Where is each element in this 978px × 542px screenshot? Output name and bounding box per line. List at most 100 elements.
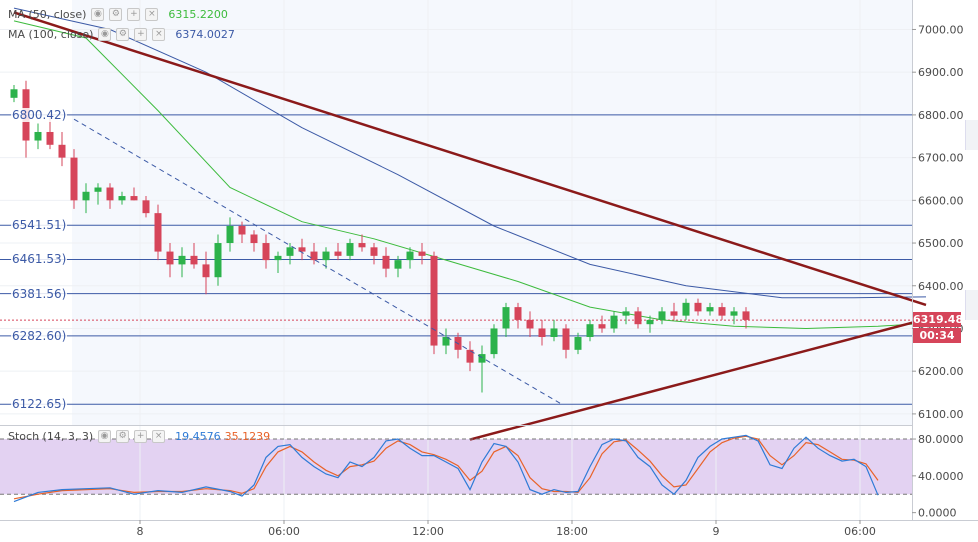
candle-up: [478, 354, 486, 363]
price-tick-label: 6500.00: [918, 237, 964, 250]
eye-icon[interactable]: ◉: [91, 8, 105, 21]
candle-down: [238, 225, 246, 235]
stoch-tick-label: 80.0000: [918, 433, 964, 446]
candle-up: [706, 307, 714, 312]
close-icon[interactable]: ×: [152, 430, 166, 443]
time-tick-label: 18:00: [556, 525, 588, 538]
candle-down: [634, 311, 642, 325]
ma50-line: [13, 20, 927, 330]
candle-up: [586, 324, 594, 338]
candle-up: [118, 196, 126, 201]
candle-up: [10, 89, 18, 98]
candle-down: [526, 319, 534, 329]
price-tick-label: 7000.00: [918, 23, 964, 36]
candle-down: [334, 251, 342, 256]
candle-down: [382, 255, 390, 269]
time-tick-label: 06:00: [268, 525, 300, 538]
price-tick-label: 6800.00: [918, 109, 964, 122]
gear-icon[interactable]: ⚙: [116, 430, 130, 443]
candle-down: [466, 349, 474, 363]
ma50-legend-value: 6315.2200: [168, 8, 228, 21]
candle-down: [250, 234, 258, 244]
candle-up: [214, 243, 222, 278]
candle-up: [34, 131, 42, 141]
stoch-tick-label: 0.0000: [918, 507, 957, 520]
last-price-tag: 6319.48: [913, 312, 964, 328]
candle-up: [490, 328, 498, 355]
price-tick-label: 6400.00: [918, 280, 964, 293]
gear-icon[interactable]: ⚙: [109, 8, 123, 21]
candle-up: [550, 328, 558, 338]
candle-down: [562, 328, 570, 350]
trendline-resistance: [13, 11, 927, 307]
price-tick-label: 6100.00: [918, 408, 964, 421]
candle-down: [154, 213, 162, 252]
stoch-d-value: 35.1239: [224, 430, 271, 443]
ma50-legend: MA (50, close) ◉ ⚙ + × 6315.2200: [8, 8, 228, 21]
candle-up: [622, 311, 630, 316]
candle-down: [418, 251, 426, 256]
scale-handle-bottom[interactable]: [965, 290, 978, 320]
close-icon[interactable]: ×: [152, 28, 166, 41]
candle-down: [262, 243, 270, 261]
scale-handle-top[interactable]: [965, 120, 978, 150]
candle-up: [730, 311, 738, 316]
candle-up: [274, 255, 282, 261]
candle-down: [538, 328, 546, 338]
candle-down: [514, 307, 522, 320]
candle-down: [670, 311, 678, 316]
add-icon[interactable]: +: [134, 28, 148, 41]
candle-down: [190, 255, 198, 265]
candle-down: [694, 302, 702, 312]
candle-down: [742, 311, 750, 320]
trendline-projection: [73, 118, 561, 404]
candle-down: [430, 255, 438, 346]
add-icon[interactable]: +: [134, 430, 148, 443]
level-label: 6541.51): [11, 218, 68, 233]
candle-down: [142, 200, 150, 214]
candle-down: [70, 157, 78, 201]
candle-up: [442, 337, 450, 346]
candle-down: [310, 251, 318, 261]
candle-down: [202, 264, 210, 278]
candle-up: [322, 251, 330, 261]
time-tick-label: 06:00: [844, 525, 876, 538]
candle-up: [178, 255, 186, 265]
stoch-legend-label: Stoch (14, 3, 3): [8, 430, 94, 443]
candle-down: [58, 144, 66, 158]
candle-down: [46, 131, 54, 145]
pre-range-area: [0, 0, 72, 425]
ma100-line: [13, 7, 927, 299]
candle-up: [502, 307, 510, 329]
stoch-k-line: [13, 434, 879, 503]
ma100-legend-label: MA (100, close): [8, 28, 94, 41]
gear-icon[interactable]: ⚙: [116, 28, 130, 41]
close-icon[interactable]: ×: [145, 8, 159, 21]
candle-up: [226, 225, 234, 244]
price-tick-label: 6900.00: [918, 66, 964, 79]
ma100-legend: MA (100, close) ◉ ⚙ + × 6374.0027: [8, 28, 235, 41]
candle-up: [646, 319, 654, 325]
level-label: 6122.65): [11, 397, 68, 412]
eye-icon[interactable]: ◉: [98, 28, 112, 41]
time-tick-label: 12:00: [412, 525, 444, 538]
range-highlight: [72, 0, 912, 425]
candle-down: [130, 196, 138, 201]
eye-icon[interactable]: ◉: [98, 430, 112, 443]
candle-down: [298, 247, 306, 252]
ma50-legend-label: MA (50, close): [8, 8, 87, 21]
candle-up: [82, 191, 90, 201]
stoch-tick-label: 40.0000: [918, 470, 964, 483]
stoch-band: [0, 439, 912, 495]
candle-up: [658, 311, 666, 320]
countdown-tag: 00:34: [913, 328, 961, 344]
candle-up: [346, 243, 354, 256]
add-icon[interactable]: +: [127, 8, 141, 21]
candle-up: [94, 187, 102, 192]
candle-down: [106, 187, 114, 201]
candle-down: [358, 243, 366, 248]
level-label: 6800.42): [11, 107, 68, 122]
candle-down: [718, 307, 726, 316]
candle-up: [394, 260, 402, 269]
